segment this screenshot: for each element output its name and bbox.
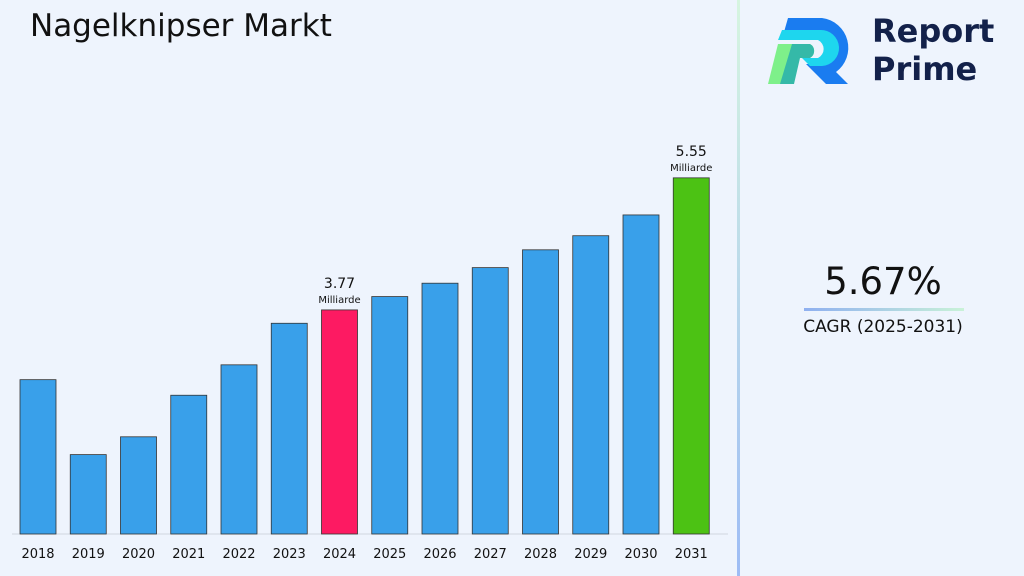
cagr-value: 5.67% [824, 260, 942, 303]
x-tick-label: 2018 [21, 547, 54, 562]
bar-2021 [170, 394, 208, 535]
data-label-value: 3.77 [324, 276, 355, 292]
bar-2028 [522, 249, 559, 535]
data-label-unit: Milliarde [318, 295, 360, 306]
report-prime-logo [768, 18, 849, 84]
bar-2030 [622, 214, 660, 535]
logo-line1: Report [872, 12, 995, 50]
bar-2026 [421, 282, 459, 535]
x-tick-label: 2026 [423, 547, 456, 562]
bar-2022 [220, 364, 258, 535]
x-tick-label: 2030 [624, 547, 657, 562]
bar-2019 [69, 454, 107, 535]
x-tick-label: 2024 [323, 547, 356, 562]
x-tick-label: 2025 [373, 547, 406, 562]
bar-chart: 2018 2019 2020 2021 2022 2023 2024 3.77 Milliard… [12, 144, 728, 562]
data-label-unit: Milliarde [670, 163, 712, 174]
bar-2029 [572, 235, 610, 535]
bar-2023 [270, 322, 308, 535]
bar-2025 [371, 296, 409, 535]
x-tick-label: 2020 [122, 547, 155, 562]
bar-2018 [19, 379, 57, 535]
x-tick-label: 2022 [222, 547, 255, 562]
bar-2024 [321, 309, 358, 535]
logo-text: Report Prime [872, 12, 994, 88]
data-label-value: 5.55 [676, 144, 707, 160]
chart-title: Nagelknipser Markt [30, 8, 332, 44]
cagr-underline [804, 308, 964, 311]
x-tick-label: 2019 [72, 547, 105, 562]
divider [737, 0, 740, 576]
x-tick-label: 2031 [675, 547, 708, 562]
logo-line2: Prime [872, 50, 978, 88]
x-tick-label: 2029 [574, 547, 607, 562]
x-tick-label: 2028 [524, 547, 557, 562]
x-tick-label: 2023 [273, 547, 306, 562]
bar-2027 [471, 267, 509, 535]
x-tick-label: 2021 [172, 547, 205, 562]
bar-2031 [672, 177, 710, 535]
bar-2020 [120, 436, 157, 535]
cagr-label: CAGR (2025-2031) [803, 317, 963, 337]
x-tick-label: 2027 [474, 547, 507, 562]
